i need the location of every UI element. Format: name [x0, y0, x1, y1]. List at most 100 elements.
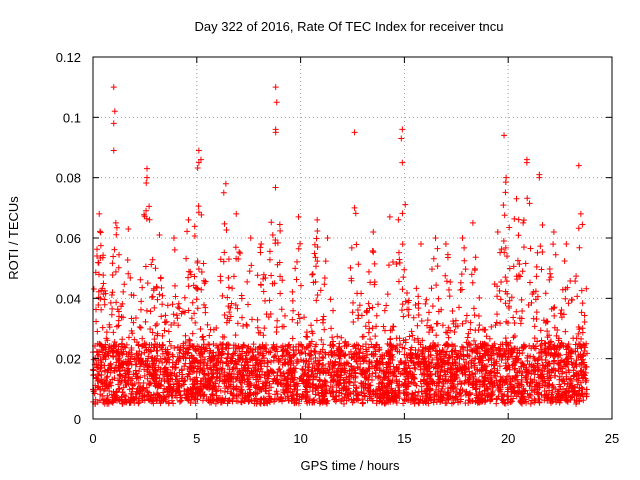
data-point [341, 362, 348, 369]
data-point [433, 320, 440, 327]
axis-ticks [92, 56, 613, 420]
data-point [197, 366, 204, 373]
data-point [115, 343, 122, 350]
data-point [249, 349, 256, 356]
data-point [551, 312, 558, 319]
data-point [112, 268, 119, 275]
data-point [477, 340, 484, 347]
data-point [109, 289, 116, 296]
data-point [119, 351, 126, 358]
data-point [265, 369, 272, 376]
data-point [459, 235, 466, 241]
chart-title: Day 322 of 2016, Rate Of TEC Index for r… [194, 19, 503, 34]
data-point [365, 319, 372, 326]
data-point [552, 394, 559, 401]
data-point [471, 312, 478, 319]
data-point [262, 371, 269, 378]
data-point [237, 250, 244, 257]
data-point [411, 396, 418, 403]
data-point [455, 304, 462, 311]
data-point [131, 356, 138, 363]
data-point [254, 316, 261, 323]
data-point [370, 388, 377, 395]
data-point [94, 378, 101, 385]
data-point [270, 368, 277, 375]
data-point [456, 391, 463, 398]
data-point [365, 300, 372, 307]
data-point [110, 329, 117, 336]
data-point [174, 315, 181, 322]
data-point [173, 387, 180, 394]
data-point [210, 363, 217, 370]
data-point [173, 386, 180, 393]
data-point [266, 256, 273, 263]
data-point [97, 242, 104, 249]
data-point [138, 298, 145, 305]
data-point [221, 373, 228, 380]
data-point [575, 162, 582, 169]
data-point [482, 363, 489, 370]
y-tick-label: 0 [74, 412, 81, 427]
data-point [563, 369, 570, 376]
data-point [401, 345, 408, 352]
data-point [300, 380, 307, 387]
y-tick-label: 0.12 [56, 50, 81, 65]
data-point [249, 356, 256, 363]
data-point [96, 210, 103, 217]
data-point [236, 249, 243, 256]
data-point [245, 375, 252, 382]
data-point [356, 302, 363, 309]
data-point [233, 344, 240, 351]
data-point [361, 390, 368, 397]
data-point [519, 268, 526, 275]
data-point [559, 286, 566, 293]
data-point [530, 363, 537, 370]
data-point [493, 319, 500, 326]
data-point [174, 353, 181, 360]
data-point [279, 353, 286, 360]
data-point [120, 314, 127, 321]
data-point [406, 333, 413, 340]
data-point [120, 288, 127, 295]
data-point [138, 343, 145, 350]
data-point [510, 263, 517, 270]
data-point [411, 364, 418, 371]
data-point [578, 309, 585, 316]
data-point [207, 366, 214, 373]
data-point [407, 352, 414, 359]
data-point [188, 315, 195, 322]
data-point [392, 387, 399, 394]
data-point [461, 257, 468, 264]
data-point [191, 395, 198, 402]
data-point [520, 393, 527, 400]
data-point [449, 376, 456, 383]
data-point [442, 351, 449, 358]
data-point [99, 356, 106, 363]
data-point [372, 348, 379, 355]
data-point [352, 378, 359, 385]
data-point [517, 273, 524, 280]
data-point [384, 340, 391, 347]
data-point [303, 344, 310, 351]
data-point [388, 379, 395, 386]
data-point [95, 259, 102, 266]
data-point [375, 301, 382, 308]
data-point [423, 366, 430, 373]
data-point [194, 259, 201, 266]
data-point [399, 344, 406, 351]
data-point [568, 394, 575, 401]
data-point [516, 261, 523, 268]
data-point [376, 346, 383, 353]
data-point [226, 366, 233, 373]
data-point [280, 383, 287, 390]
data-point [260, 332, 267, 339]
data-point [149, 293, 156, 300]
data-point [236, 386, 243, 393]
data-point [431, 380, 438, 387]
data-point [470, 360, 477, 367]
data-point [252, 383, 259, 390]
data-point [554, 390, 561, 397]
y-tick-label: 0.06 [56, 231, 81, 246]
data-point [100, 399, 107, 406]
data-point [442, 272, 449, 279]
